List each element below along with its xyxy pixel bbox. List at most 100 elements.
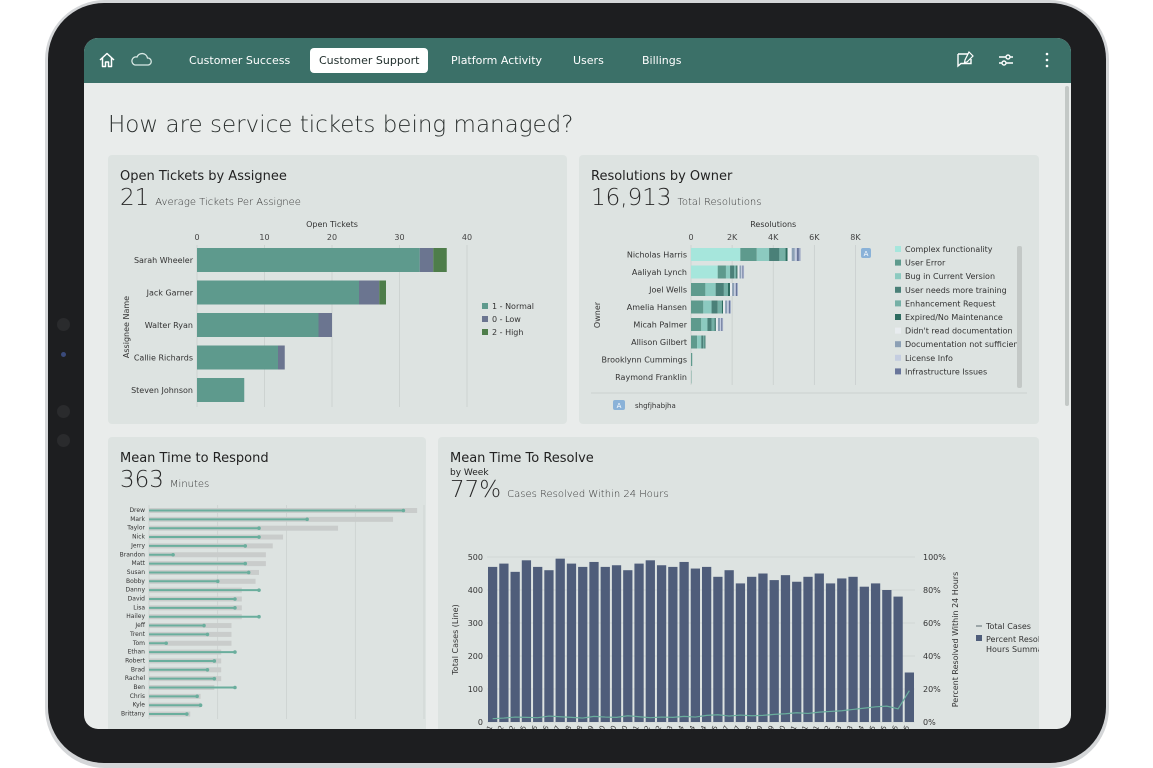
mean-marker [257,614,261,619]
weekly-bar [792,581,802,722]
weekly-bar [679,561,689,722]
bar-segment [711,318,715,331]
y-tick-label: Joel Wells [648,286,687,295]
bar-segment [278,345,285,370]
legend-swatch [895,354,901,361]
metric-label: Minutes [169,479,210,490]
legend-label: Hours Summary Number [986,645,1039,654]
bar-segment [735,283,738,296]
bar-segment [197,248,420,272]
bar-segment [739,265,742,279]
y-tick-label: Kyle [133,702,146,709]
legend-scrollbar [1017,246,1022,388]
weekly-bar [859,586,869,722]
x-tick-label: 0 [688,233,693,242]
legend-swatch [482,316,488,322]
weekly-bar [780,575,791,722]
y2-tick-label: 80% [923,586,941,595]
legend-swatch [895,341,901,348]
weekly-bar [735,583,746,722]
cloud-icon[interactable] [128,49,154,71]
bar-segment [197,280,359,305]
y-tick-label: Micah Palmer [633,321,687,330]
mean-resolve-chart: Total Cases (Line) Percent Resolved Withi… [451,553,1039,729]
bar-segment [728,283,731,296]
bar-segment [717,265,726,279]
bar-segment [737,283,738,296]
tab-users[interactable]: Users [573,54,604,67]
annotation-badge [613,400,625,410]
y-tick-label: Callie Richards [134,354,193,363]
page-scrollbar[interactable] [1065,86,1069,406]
card-subtitle: by Week [450,468,489,478]
metric-number: 16,913 [591,185,672,211]
legend-label: License Info [905,354,953,363]
bar-segment [725,300,728,314]
tab-customer-support[interactable]: Customer Support [310,48,429,73]
legend-swatch [895,314,901,320]
legend-swatch [895,327,901,334]
legend-label: Percent Resolved Within 24 [986,635,1039,644]
card-title: Resolutions by Owner [591,169,733,184]
side-camera-icon [57,405,70,418]
more-vertical-icon[interactable] [1036,49,1058,71]
y-tick-label: Rachel [125,675,146,682]
bar-segment [727,300,729,314]
bar-segment [701,318,708,331]
weekly-bar [758,573,768,722]
weekly-bar [747,576,757,722]
weekly-bar [645,560,655,722]
bar-segment [701,335,704,349]
bar-segment [725,265,731,279]
bar-segment [691,318,702,331]
legend-swatch [895,300,901,307]
y-tick-label: Brooklynn Cummings [602,356,687,365]
resolutions-card: Resolutions by Owner 16,913 Total Resolut… [579,155,1039,424]
bar-segment [705,283,716,296]
legend-label: Enhancement Request [905,299,995,308]
y2-axis-title: Percent Resolved Within 24 Hours [951,572,960,708]
annotate-icon[interactable] [954,49,976,71]
y-tick-label: Chris [130,693,145,700]
weekly-bar [488,566,498,722]
annotation-badge-label: A [617,402,622,410]
tab-customer-success[interactable]: Customer Success [189,54,291,67]
x-tick-label: 4K [768,233,779,242]
y-tick-label: Danny [126,587,146,594]
legend-swatch [482,329,488,335]
x-tick-label: 0 [194,233,199,242]
weekly-bar [870,583,881,722]
legend-label: Expired/No Maintenance [905,313,1003,322]
bar-segment [197,313,319,337]
tab-billings[interactable]: Billings [642,54,682,67]
home-icon[interactable] [96,49,118,71]
y2-tick-label: 20% [923,685,941,694]
bar-segment [736,265,738,279]
metric-label: Total Resolutions [677,197,762,208]
y-tick-label: Robert [125,657,146,664]
mean-marker [233,606,237,610]
y-tick-label: Allison Gilbert [631,338,687,347]
bar-segment [704,335,706,349]
mean-marker [164,641,168,646]
legend-label: Bug in Current Version [905,272,995,281]
legend-swatch [895,246,901,252]
weekly-bar [893,596,903,722]
metric-label: Average Tickets Per Assignee [155,197,301,208]
annotation-badge [861,248,871,258]
weekly-bar [499,563,509,722]
sliders-icon[interactable] [995,49,1017,71]
tab-platform-activity[interactable]: Platform Activity [451,54,543,67]
weekly-bar [533,566,543,722]
weekly-bar [634,563,644,722]
bar-segment [197,378,245,402]
top-navbar: Customer Success Customer Support Platfo… [84,38,1071,83]
bar-segment [737,265,740,279]
mean-marker [243,561,248,566]
legend-swatch [482,303,488,309]
bar-segment [691,300,704,314]
y-tick-label: 100 [468,685,483,694]
bar-segment [728,300,731,314]
y-tick-label: 200 [468,652,483,661]
